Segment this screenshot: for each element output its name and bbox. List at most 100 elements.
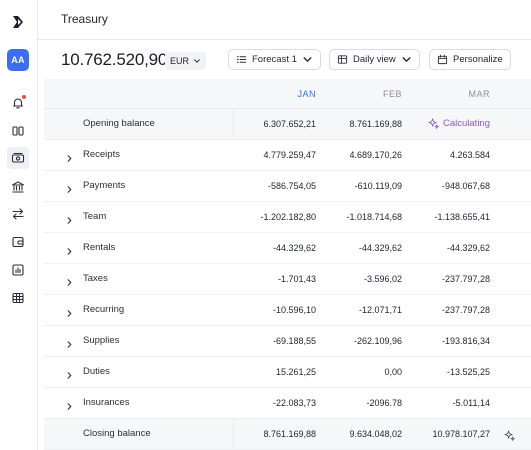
row-label: Payments bbox=[83, 180, 126, 191]
row-label: Supplies bbox=[83, 335, 120, 346]
cell-jan: 15.261,25 bbox=[275, 367, 316, 377]
row-label: Opening balance bbox=[83, 118, 155, 129]
cell-feb: -262.109,96 bbox=[353, 336, 402, 346]
currency-label: EUR bbox=[170, 56, 190, 66]
cell-jan: 6.307.652,21 bbox=[263, 119, 316, 129]
cell-mar: 10.978.107,27 bbox=[432, 429, 490, 439]
chevron-right-icon[interactable] bbox=[65, 150, 74, 162]
page-title: Treasury bbox=[61, 12, 108, 26]
column-header-feb[interactable]: FEB bbox=[382, 89, 402, 99]
column-header-mar[interactable]: MAR bbox=[468, 89, 490, 99]
chevron-down-icon bbox=[402, 57, 411, 62]
forecast-select[interactable]: Forecast 1 bbox=[228, 49, 321, 70]
table-row[interactable]: Insurances -22.083,73 -2096.78 -5.011,14 bbox=[44, 388, 531, 419]
cell-feb: 0,00 bbox=[384, 367, 402, 377]
chevron-down-icon bbox=[303, 57, 312, 62]
table-row[interactable]: Rentals -44.329,62 -44.329,62 -44.329,62 bbox=[44, 233, 531, 264]
closing-row: Closing balance 8.761.169,88 9.634.048,02 1… bbox=[44, 419, 531, 450]
cell-jan: -1.202.182,80 bbox=[260, 212, 316, 222]
column-divider bbox=[233, 419, 234, 449]
report-icon[interactable] bbox=[10, 262, 26, 278]
cell-feb: -1.018.714,68 bbox=[346, 212, 402, 222]
cell-jan: -1.701,43 bbox=[277, 274, 316, 284]
chevron-right-icon[interactable] bbox=[65, 398, 74, 410]
calendar-icon bbox=[437, 54, 448, 65]
chevron-down-icon bbox=[194, 59, 200, 63]
row-label: Rentals bbox=[83, 242, 116, 253]
table-view-icon bbox=[337, 55, 348, 64]
chevron-right-icon[interactable] bbox=[65, 305, 74, 317]
row-label: Duties bbox=[83, 366, 110, 377]
bank-icon[interactable] bbox=[10, 179, 26, 195]
row-label: Insurances bbox=[83, 397, 130, 408]
personalize-button[interactable]: Personalize bbox=[429, 49, 511, 70]
cell-jan: -22.083,73 bbox=[272, 398, 316, 408]
sparkle-icon bbox=[428, 118, 439, 129]
sidebar: AA bbox=[0, 0, 38, 450]
list-icon bbox=[236, 56, 247, 63]
cell-jan: -69.188,55 bbox=[272, 336, 316, 346]
table-row[interactable]: Team -1.202.182,80 -1.018.714,68 -1.138.655… bbox=[44, 202, 531, 233]
table-row[interactable]: Recurring -10.596,10 -12.071,71 -237.797,28 bbox=[44, 295, 531, 326]
row-label: Closing balance bbox=[83, 428, 151, 439]
opening-row: Opening balance 6.307.652,21 8.761.169,88 C… bbox=[44, 109, 531, 140]
personalize-label: Personalize bbox=[453, 54, 503, 65]
cell-feb: -12.071,71 bbox=[358, 305, 402, 315]
row-label: Receipts bbox=[83, 149, 120, 160]
chevron-right-icon[interactable] bbox=[65, 367, 74, 379]
table-row[interactable]: Payments -586.754,05 -610.119,09 -948.067,6… bbox=[44, 171, 531, 202]
cell-mar: -13.525,25 bbox=[446, 367, 490, 377]
treasury-table: JAN FEB MAR Opening balance 6.307.652,21 8… bbox=[44, 79, 531, 450]
calculating-status: Calculating bbox=[428, 118, 490, 129]
cell-jan: -44.329,62 bbox=[272, 243, 316, 253]
cell-jan: 8.761.169,88 bbox=[263, 429, 316, 439]
cell-mar: -237.797,28 bbox=[441, 305, 490, 315]
header: Treasury bbox=[38, 0, 531, 40]
cell-feb: -3.596,02 bbox=[363, 274, 402, 284]
cell-mar: Calculating bbox=[443, 118, 490, 129]
sparkle-icon[interactable] bbox=[504, 428, 515, 441]
cell-mar: -237.797,28 bbox=[441, 274, 490, 284]
transfer-icon[interactable] bbox=[10, 206, 26, 222]
bell-icon[interactable] bbox=[10, 95, 26, 111]
table-icon[interactable] bbox=[10, 290, 26, 306]
table-row[interactable]: Supplies -69.188,55 -262.109,96 -193.816,34 bbox=[44, 326, 531, 357]
currency-select[interactable]: EUR bbox=[165, 52, 207, 70]
cell-jan: -10.596,10 bbox=[272, 305, 316, 315]
cell-jan: 4.779.259,47 bbox=[263, 150, 316, 160]
chevron-right-icon[interactable] bbox=[65, 181, 74, 193]
avatar[interactable]: AA bbox=[7, 49, 29, 71]
view-label: Daily view bbox=[353, 54, 396, 65]
wallet-icon[interactable] bbox=[10, 234, 26, 250]
cell-feb: 4.689.170,26 bbox=[349, 150, 402, 160]
cell-mar: -193.816,34 bbox=[441, 336, 490, 346]
row-label: Team bbox=[83, 211, 107, 222]
cell-mar: -948.067,68 bbox=[441, 181, 490, 191]
chevron-right-icon[interactable] bbox=[65, 274, 74, 286]
money-icon[interactable] bbox=[7, 147, 29, 169]
chevron-right-icon[interactable] bbox=[65, 336, 74, 348]
forecast-label: Forecast 1 bbox=[252, 54, 297, 65]
notification-dot bbox=[22, 95, 26, 99]
column-header-jan[interactable]: JAN bbox=[297, 89, 316, 99]
cell-mar: -44.329,62 bbox=[446, 243, 490, 253]
cell-mar: -1.138.655,41 bbox=[434, 212, 490, 222]
cell-feb: -2096.78 bbox=[366, 398, 402, 408]
view-select[interactable]: Daily view bbox=[329, 49, 420, 70]
cell-feb: 9.634.048,02 bbox=[349, 429, 402, 439]
table-row[interactable]: Duties 15.261,25 0,00 -13.525,25 bbox=[44, 357, 531, 388]
cell-feb: -44.329,62 bbox=[358, 243, 402, 253]
row-label: Taxes bbox=[83, 273, 108, 284]
cards-icon[interactable] bbox=[10, 123, 26, 139]
column-divider bbox=[233, 109, 234, 139]
table-row[interactable]: Taxes -1.701,43 -3.596,02 -237.797,28 bbox=[44, 264, 531, 295]
logo-icon[interactable] bbox=[10, 14, 26, 30]
cell-feb: -610.119,09 bbox=[354, 181, 402, 191]
total-balance: 10.762.520,90 bbox=[61, 50, 168, 69]
table-header: JAN FEB MAR bbox=[44, 79, 531, 109]
cell-mar: -5.011,14 bbox=[452, 398, 490, 408]
chevron-right-icon[interactable] bbox=[65, 243, 74, 255]
table-row[interactable]: Receipts 4.779.259,47 4.689.170,26 4.263.58… bbox=[44, 140, 531, 171]
row-label: Recurring bbox=[83, 304, 125, 315]
chevron-right-icon[interactable] bbox=[65, 212, 74, 224]
